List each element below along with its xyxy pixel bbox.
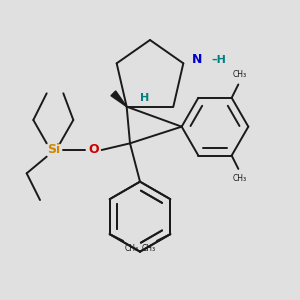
- Text: CH₃: CH₃: [141, 244, 155, 253]
- Text: O: O: [88, 143, 99, 157]
- Text: CH₃: CH₃: [125, 244, 139, 253]
- Text: –H: –H: [211, 55, 226, 65]
- Text: H: H: [140, 93, 150, 103]
- Polygon shape: [111, 91, 127, 107]
- Text: N: N: [191, 53, 202, 67]
- Text: CH₃: CH₃: [233, 174, 247, 183]
- Text: Si: Si: [47, 143, 60, 157]
- Text: CH₃: CH₃: [233, 70, 247, 80]
